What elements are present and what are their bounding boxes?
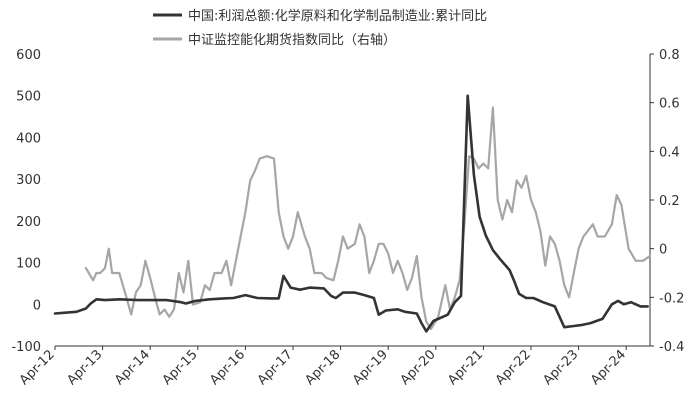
left-tick-label: 200 <box>16 215 41 230</box>
x-tick-label: Apr-13 <box>64 347 105 388</box>
series-line-profit <box>53 94 649 333</box>
x-tick-label: Apr-23 <box>540 347 581 388</box>
right-tick-label: 0.2 <box>659 194 680 209</box>
left-axis: -100 0 100 200 300 400 500 600 <box>11 48 41 355</box>
x-axis: Apr-12 Apr-13 Apr-14 Apr-15 Apr-16 Apr-17 Apr-… <box>17 345 650 388</box>
left-tick-label: 100 <box>16 257 41 272</box>
legend-label-profit: 中国:利润总额:化学原料和化学制品制造业:累计同比 <box>188 8 487 24</box>
right-tick-label: 0 <box>659 243 667 258</box>
x-tick-label: Apr-24 <box>588 347 629 388</box>
x-tick-label: Apr-14 <box>112 347 153 388</box>
x-tick-label: Apr-15 <box>160 347 201 388</box>
right-tick-label: 0.6 <box>659 97 680 112</box>
series-line-futures <box>84 106 652 331</box>
legend: 中国:利润总额:化学原料和化学制品制造业:累计同比 中证监控能化期货指数同比（右… <box>153 8 487 48</box>
x-tick-label: Apr-19 <box>350 347 391 388</box>
right-tick-label: 0.8 <box>659 48 680 63</box>
left-tick-label: 300 <box>16 173 41 188</box>
left-tick-label: 0 <box>33 298 41 313</box>
series-layer <box>53 94 652 333</box>
left-tick-label: -100 <box>11 340 41 355</box>
right-tick-label: -0.4 <box>659 340 684 355</box>
legend-label-futures: 中证监控能化期货指数同比（右轴） <box>188 32 396 48</box>
x-tick-label: Apr-17 <box>255 347 296 388</box>
x-tick-label: Apr-22 <box>493 347 534 388</box>
x-tick-label: Apr-21 <box>445 347 486 388</box>
right-tick-label: 0.4 <box>659 145 680 160</box>
x-tick-label: Apr-18 <box>302 347 343 388</box>
left-tick-label: 500 <box>16 90 41 105</box>
right-tick-label: -0.2 <box>659 291 684 306</box>
left-tick-label: 400 <box>16 131 41 146</box>
right-axis: -0.4 -0.2 0 0.2 0.4 0.6 0.8 <box>649 48 684 355</box>
left-tick-label: 600 <box>16 48 41 63</box>
x-tick-label: Apr-16 <box>207 347 248 388</box>
x-tick-label: Apr-20 <box>398 347 439 388</box>
